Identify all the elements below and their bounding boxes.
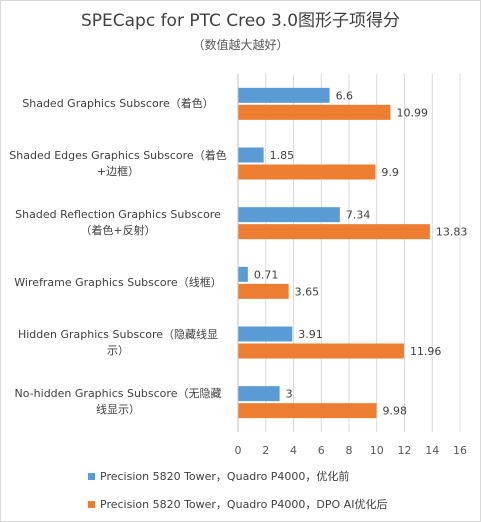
data-label: 11.96 — [410, 345, 442, 358]
legend-item-after: Precision 5820 Tower，Quadro P4000，DPO AI… — [88, 496, 387, 512]
bar-before — [238, 207, 340, 223]
category-label-line: +边框） — [96, 164, 140, 178]
x-tick-label: 14 — [425, 444, 439, 457]
category-label-line: Shaded Edges Graphics Subscore（着色 — [9, 148, 227, 162]
chart-subtitle: （数值越大越好） — [192, 38, 289, 52]
x-tick-label: 4 — [290, 444, 297, 457]
category-label: Shaded Graphics Subscore（着色） — [4, 96, 232, 112]
legend-label-before: Precision 5820 Tower，Quadro P4000，优化前 — [100, 470, 350, 483]
data-label: 3 — [286, 388, 293, 401]
data-label: 10.99 — [396, 106, 428, 119]
legend-label-after: Precision 5820 Tower，Quadro P4000，DPO AI… — [100, 498, 388, 511]
x-tick-label: 12 — [398, 444, 412, 457]
category-label-line: （着色+反射） — [80, 224, 156, 238]
category-label: Shaded Reflection Graphics Subscore （着色+反… — [4, 207, 232, 239]
bar-after — [238, 343, 404, 359]
category-label-line: No-hidden Graphics Subscore（无隐藏 — [14, 387, 222, 401]
category-label-line: Wireframe Graphics Subscore（线框） — [14, 275, 222, 289]
data-label: 3.91 — [298, 328, 323, 341]
category-label: Shaded Edges Graphics Subscore（着色 +边框） — [4, 148, 232, 180]
x-tick-label: 10 — [370, 444, 384, 457]
bar-after — [238, 164, 376, 180]
bar-before — [238, 147, 264, 163]
data-label: 9.98 — [382, 405, 407, 418]
data-label: 1.85 — [270, 149, 295, 162]
category-label-line: Hidden Graphics Subscore（隐藏线显 — [17, 327, 219, 341]
category-label: Hidden Graphics Subscore（隐藏线显 示） — [4, 327, 232, 359]
chart-title: SPECapc for PTC Creo 3.0图形子项得分 — [80, 11, 401, 31]
bar-after — [238, 224, 430, 240]
x-tick-label: 0 — [235, 444, 242, 457]
data-label: 9.9 — [381, 166, 399, 179]
legend-swatch-after — [88, 500, 95, 508]
category-label-line: Shaded Graphics Subscore（着色） — [22, 96, 214, 110]
x-tick-label: 8 — [346, 444, 353, 457]
bar-after — [238, 104, 391, 120]
x-tick-label: 16 — [453, 444, 467, 457]
bar-before — [238, 266, 248, 282]
x-tick-label: 2 — [262, 444, 269, 457]
data-label: 13.83 — [436, 226, 468, 239]
data-label: 6.6 — [336, 89, 354, 102]
category-label-line: 线显示） — [96, 403, 140, 417]
data-label: 3.65 — [295, 285, 320, 298]
bar-before — [238, 386, 280, 402]
category-label: Wireframe Graphics Subscore（线框） — [4, 275, 232, 291]
bar-after — [238, 283, 289, 299]
bar-after — [238, 403, 377, 419]
category-label-line: Shaded Reflection Graphics Subscore — [15, 208, 221, 222]
bar-before — [238, 326, 293, 342]
bar-before — [238, 87, 330, 103]
x-tick-label: 6 — [318, 444, 325, 457]
data-label: 0.71 — [254, 268, 279, 281]
legend-item-before: Precision 5820 Tower，Quadro P4000，优化前 — [88, 468, 349, 484]
legend-swatch-before — [88, 472, 95, 480]
data-label: 7.34 — [346, 209, 371, 222]
category-label-line: 示） — [107, 343, 129, 357]
category-label: No-hidden Graphics Subscore（无隐藏 线显示） — [4, 386, 232, 418]
